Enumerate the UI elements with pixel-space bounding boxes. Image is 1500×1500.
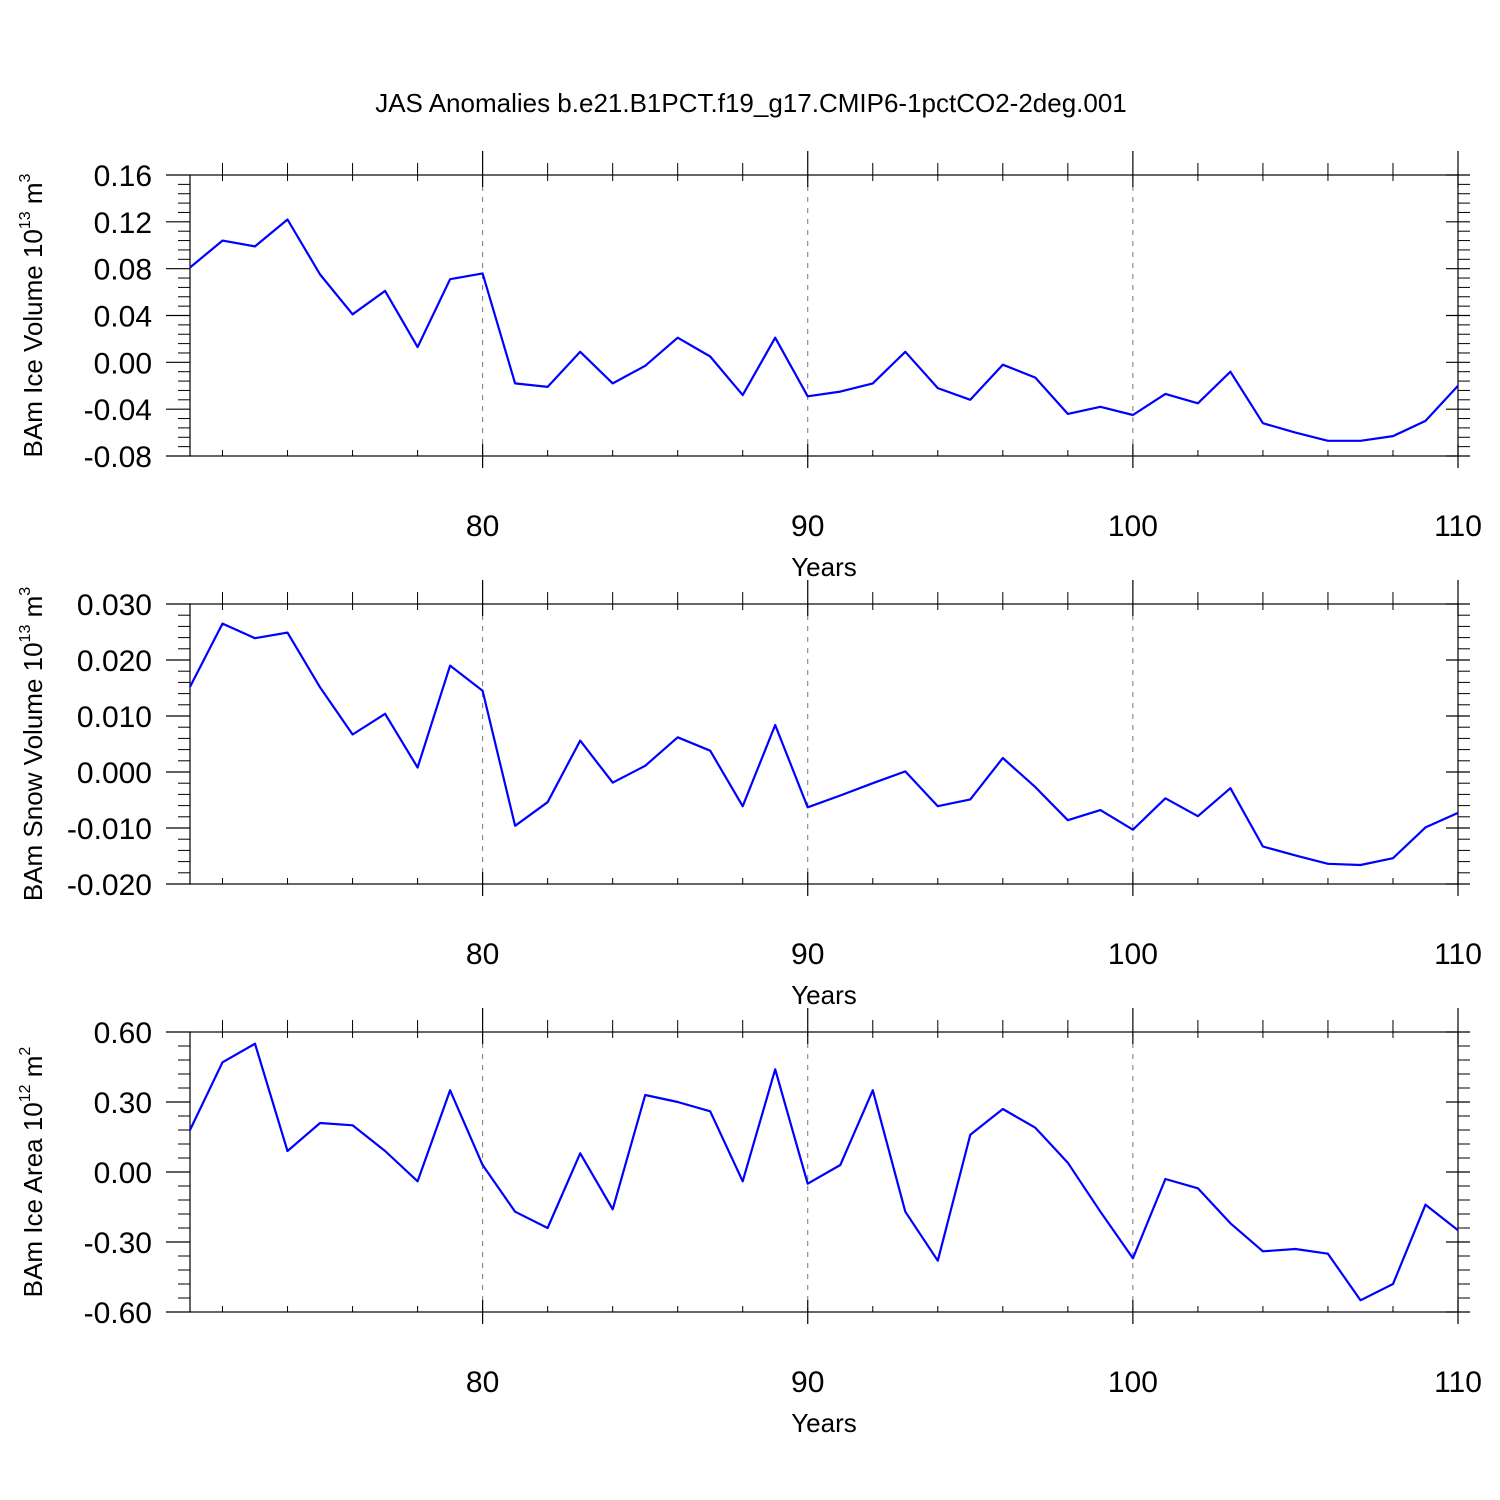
y-axis-label: BAm Ice Volume 1013 m3: [17, 173, 48, 457]
y-axis-label-part: m: [18, 1056, 48, 1085]
x-tick-label: 110: [1434, 510, 1482, 543]
y-tick-label: 0.00: [94, 1157, 152, 1190]
y-axis-label: BAm Ice Area 1012 m2: [17, 1047, 48, 1298]
y-tick-label: 0.00: [94, 347, 152, 380]
y-axis-label-superscript: 3: [17, 173, 34, 182]
y-axis-label-superscript: 13: [17, 625, 34, 643]
y-tick-label: -0.020: [67, 869, 152, 902]
x-tick-label: 90: [791, 938, 824, 971]
y-axis-label-superscript: 3: [17, 587, 34, 596]
y-tick-label: -0.08: [84, 441, 152, 474]
y-tick-label: 0.04: [94, 301, 152, 334]
y-tick-label: 0.30: [94, 1087, 152, 1120]
y-tick-label: 0.60: [94, 1017, 152, 1050]
x-tick-label: 110: [1434, 938, 1482, 971]
x-tick-label: 90: [791, 1366, 824, 1399]
y-tick-label: 0.000: [77, 757, 152, 790]
plot-frame: [189, 1031, 1459, 1313]
y-tick-label: -0.04: [84, 394, 152, 427]
panel-2: 80 90 100 110 -0.020 -0.010 0.000 0.010 0.020 0.0…: [17, 580, 1482, 1010]
x-tick-label: 100: [1108, 510, 1158, 543]
series-line: [189, 218, 1459, 442]
y-tick-label: -0.30: [84, 1227, 152, 1260]
y-axis-label-superscript: 13: [17, 211, 34, 229]
plot-frame: [189, 174, 1459, 457]
y-axis-label: BAm Snow Volume 1013 m3: [17, 587, 48, 901]
y-axis-label-superscript: 2: [17, 1047, 34, 1056]
y-axis-label-part: BAm Ice Volume 10: [18, 229, 48, 457]
y-tick-label: 0.010: [77, 701, 152, 734]
x-tick-label: 80: [466, 1366, 499, 1399]
y-axis-label-part: m: [18, 596, 48, 625]
x-tick-label: 80: [466, 510, 499, 543]
plot-frame: [189, 603, 1459, 885]
y-tick-label: 0.12: [94, 207, 152, 240]
series-line: [189, 622, 1459, 867]
y-tick-label: 0.030: [77, 589, 152, 622]
x-axis-label: Years: [791, 980, 857, 1010]
panels: 80 90 100 110 -0.08 -0.04 0.00 0.04 0.08 0.12 0.16…: [17, 151, 1482, 1438]
y-axis-label-part: m: [18, 182, 48, 211]
y-axis-label-superscript: 12: [17, 1084, 34, 1102]
series-line: [189, 1042, 1459, 1302]
x-tick-label: 110: [1434, 1366, 1482, 1399]
x-tick-label: 90: [791, 510, 824, 543]
x-tick-label: 100: [1108, 938, 1158, 971]
panel-3: 80 90 100 110 -0.60 -0.30 0.00 0.30 0.60 Years BAm…: [17, 1008, 1482, 1438]
y-axis-label-part: BAm Ice Area 10: [18, 1102, 48, 1297]
y-axis-label-part: BAm Snow Volume 10: [18, 642, 48, 901]
y-tick-label: -0.010: [67, 813, 152, 846]
x-axis-label: Years: [791, 552, 857, 582]
x-tick-label: 80: [466, 938, 499, 971]
x-axis-label: Years: [791, 1408, 857, 1438]
figure-title: JAS Anomalies b.e21.B1PCT.f19_g17.CMIP6-…: [375, 88, 1127, 118]
y-tick-label: 0.020: [77, 645, 152, 678]
y-tick-label: 0.16: [94, 160, 152, 193]
x-tick-label: 100: [1108, 1366, 1158, 1399]
y-tick-label: 0.08: [94, 254, 152, 287]
panel-1: 80 90 100 110 -0.08 -0.04 0.00 0.04 0.08 0.12 0.16…: [17, 151, 1482, 582]
y-tick-label: -0.60: [84, 1297, 152, 1330]
